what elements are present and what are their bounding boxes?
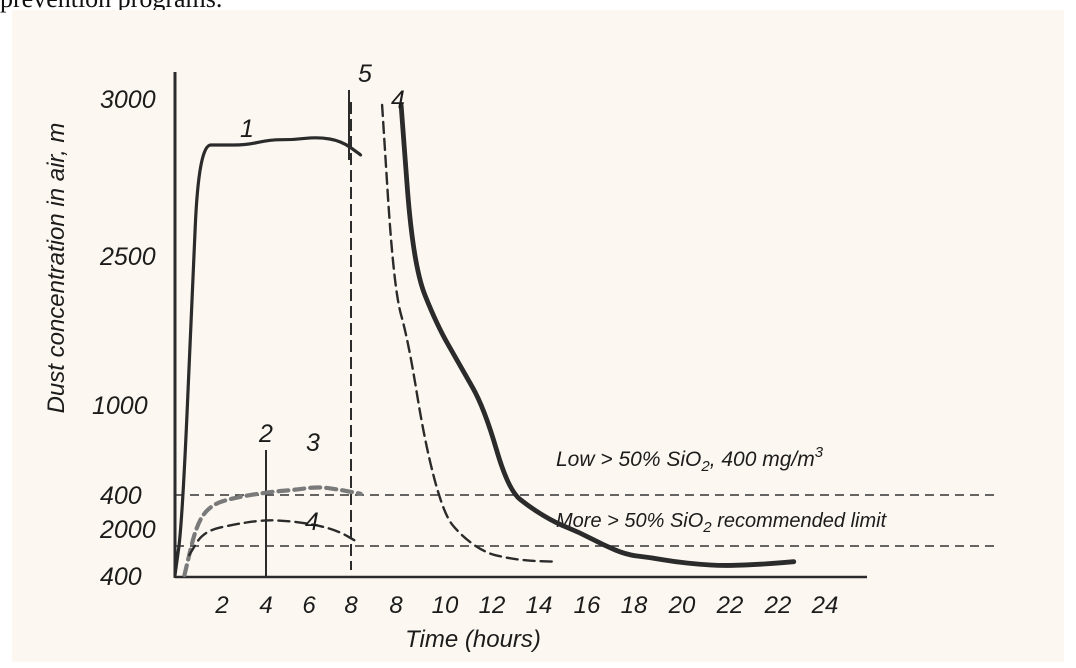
series-line-1-0 [173, 136, 363, 577]
x-tick-label: 2 [214, 592, 228, 619]
y-tick-label: 400 [100, 482, 142, 510]
x-tick-label: 6 [302, 592, 316, 619]
x-tick-label: 18 [621, 592, 648, 619]
x-tick-label: 8 [344, 592, 358, 619]
curve-label-4-high: 4 [391, 86, 405, 114]
x-tick-label: 4 [259, 592, 272, 619]
curve-label-3: 3 [306, 429, 320, 457]
top-text-fragment: prevention programs. [0, 0, 222, 14]
curve-labels: 1 2 3 4 5 4 [240, 60, 405, 536]
x-axis-title: Time (hours) [405, 626, 541, 653]
dust-concentration-chart: Low > 50% SiO2, 400 mg/m3 More > 50% SiO… [43, 60, 995, 653]
x-tick-label: 16 [574, 592, 601, 619]
y-tick-label: 400 [100, 563, 142, 591]
series-line-4-4 [398, 102, 797, 568]
chart-panel: Low > 50% SiO2, 400 mg/m3 More > 50% SiO… [12, 10, 1064, 662]
axes [173, 72, 867, 579]
series-line-3-1 [182, 485, 363, 578]
vertical-markers [265, 90, 352, 578]
y-axis-title: Dust concentration in air, m [43, 123, 70, 414]
curve-label-5: 5 [358, 60, 372, 88]
y-tick-label: 2500 [99, 243, 156, 271]
reference-label-lower: More > 50% SiO2 recommended limit [556, 510, 888, 536]
x-tick-labels: 2 4 6 8 8 10 12 14 16 18 20 22 22 24 [214, 592, 838, 619]
x-tick-label: 8 [389, 592, 403, 619]
x-tick-label: 14 [526, 592, 553, 619]
y-tick-label: 1000 [92, 392, 148, 420]
y-tick-label: 2000 [99, 516, 156, 544]
y-tick-labels: 400 2000 400 1000 2500 3000 [92, 86, 156, 591]
y-tick-label: 3000 [100, 86, 156, 114]
reference-lines: Low > 50% SiO2, 400 mg/m3 More > 50% SiO… [175, 444, 995, 547]
series-line-4-2 [188, 519, 360, 557]
x-tick-label: 12 [479, 592, 506, 619]
x-tick-label: 22 [716, 592, 744, 619]
x-tick-label: 24 [811, 592, 839, 619]
curve-label-4-low: 4 [305, 508, 319, 536]
curve-label-2: 2 [258, 420, 273, 448]
x-tick-label: 22 [764, 592, 792, 619]
data-curves [173, 102, 797, 578]
x-tick-label: 10 [432, 592, 459, 619]
reference-label-upper: Low > 50% SiO2, 400 mg/m3 [556, 444, 824, 475]
series-line-5-3 [380, 103, 557, 563]
x-tick-label: 20 [668, 592, 696, 619]
curve-label-1: 1 [240, 115, 254, 143]
